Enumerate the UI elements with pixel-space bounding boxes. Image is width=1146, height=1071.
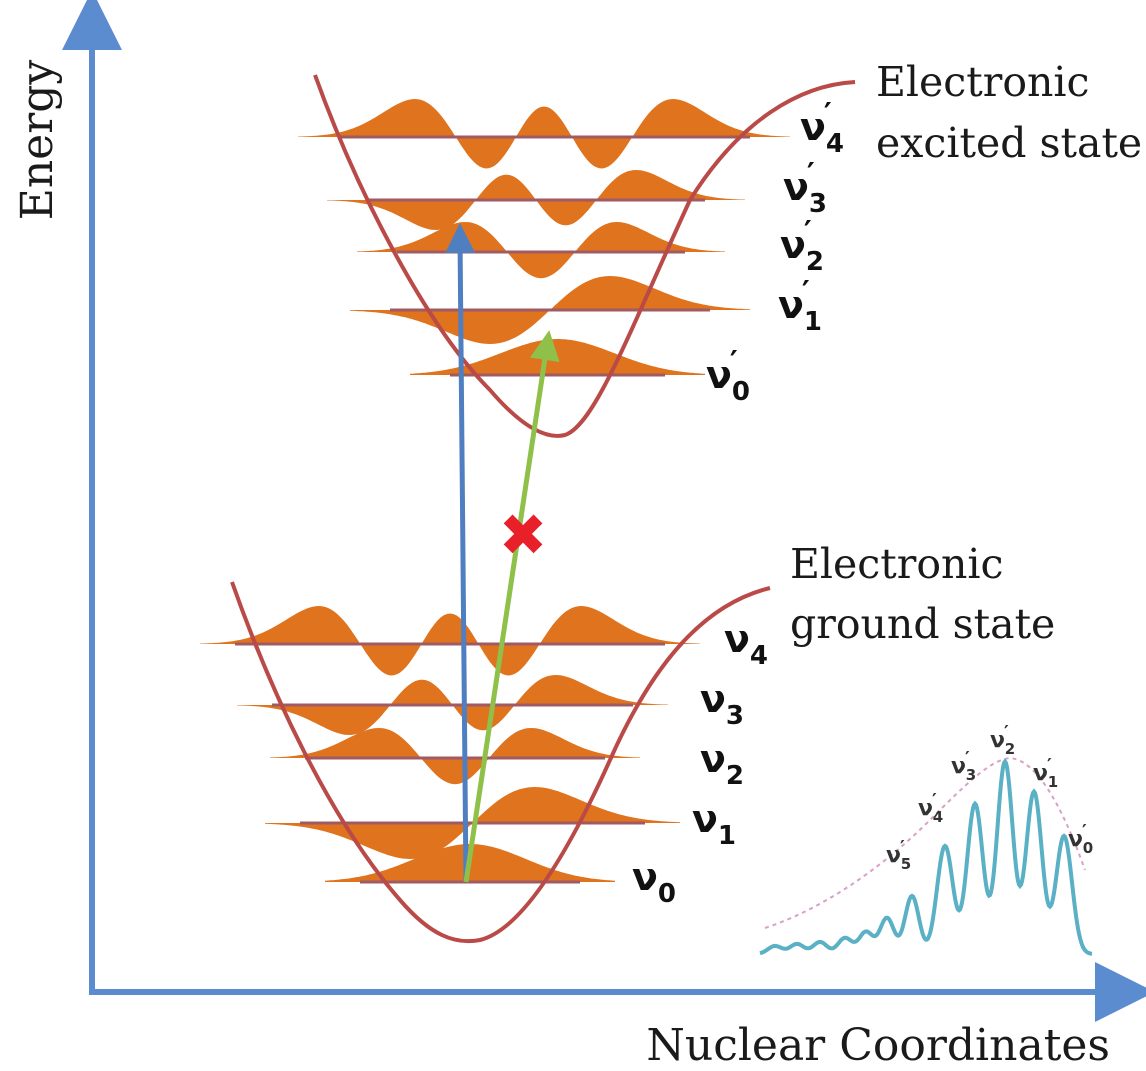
ground-level-label-v0: ν0: [632, 855, 676, 909]
spectrum-peak-label-v2: ν′ 2: [990, 722, 1015, 758]
ground-level-label-v3: ν3: [700, 677, 744, 731]
excited-level-labels: ν′ 4ν′ 3ν′ 2ν′ 1 ν′ 0: [706, 97, 844, 407]
ground-wavefunction-v4: [200, 606, 700, 676]
excited-wavefunction-v2: [357, 222, 725, 279]
spectrum-line: [759, 757, 1093, 956]
spectrum-envelope-curve: [764, 756, 1086, 929]
ground-state-potential-curve: [230, 581, 771, 944]
excited-level-label-v2: ν′ 2: [780, 215, 824, 277]
ground-state-group: [200, 606, 700, 884]
excited-state-group: [298, 99, 790, 377]
excited-level-label-v1: ν′ 1: [778, 275, 822, 337]
y-axis-label: Energy: [12, 60, 63, 221]
spectrum-peak-label-v4: ν′ 4: [918, 790, 943, 826]
excited-wavefunction-v4: [298, 99, 790, 169]
ground-wavefunction-v2: [270, 728, 640, 785]
spectrum-peak-label-v1: ν′ 1: [1033, 755, 1058, 791]
ground-state-label-line1: Electronic: [790, 540, 1004, 588]
slanted-transition-arrow: [463, 330, 560, 883]
ground-level-label-v4: ν4: [724, 617, 768, 671]
ground-level-label-v2: ν2: [700, 737, 744, 791]
absorption-spectrum-inset: ν′ 5 ν′ 4 ν′ 3 ν′ 2 ν′ 1 ν′ 0: [759, 722, 1093, 956]
spectrum-peak-label-v0: ν′ 0: [1068, 821, 1093, 857]
excited-level-label-v3: ν′ 3: [783, 157, 827, 219]
x-axis-label: Nuclear Coordinates: [646, 1020, 1110, 1071]
vertical-transition-arrow: [445, 223, 476, 883]
excited-state-label-line2: excited state: [876, 119, 1142, 167]
excited-state-potential-curve: [313, 74, 856, 438]
excited-level-label-v0: ν′ 0: [706, 345, 750, 407]
forbidden-transition-marker: ✖: [499, 501, 548, 569]
ground-level-labels: ν4 ν3 ν2 ν1 ν0: [632, 617, 768, 909]
spectrum-peak-labels: ν′ 5 ν′ 4 ν′ 3 ν′ 2 ν′ 1 ν′ 0: [886, 722, 1093, 873]
spectrum-peak-label-v5: ν′ 5: [886, 837, 911, 873]
ground-state-label-line2: ground state: [790, 600, 1055, 648]
excited-level-label-v4: ν′ 4: [800, 97, 844, 159]
ground-level-label-v1: ν1: [692, 797, 736, 851]
excited-state-label-line1: Electronic: [876, 58, 1090, 106]
spectrum-peak-label-v3: ν′ 3: [951, 748, 976, 784]
excited-wavefunction-v0: [410, 339, 705, 375]
